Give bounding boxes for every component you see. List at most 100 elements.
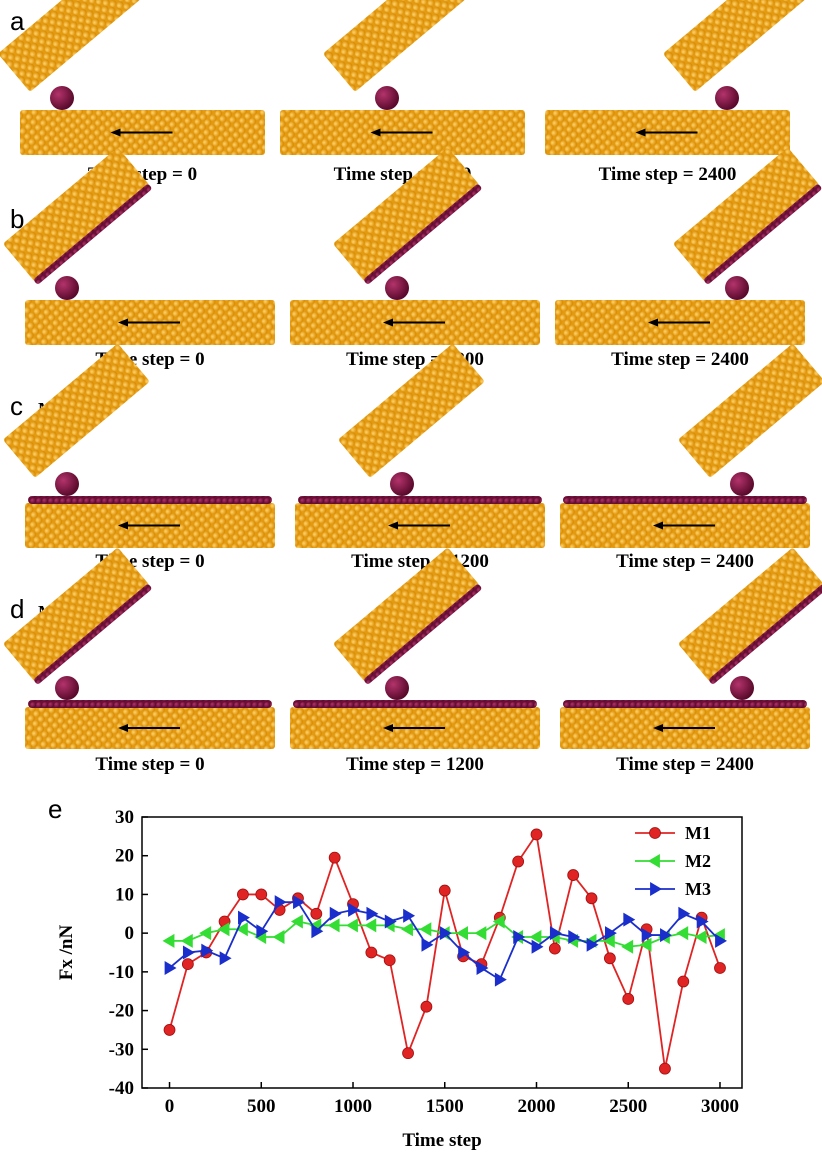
data-point xyxy=(217,922,230,937)
data-point xyxy=(641,928,654,943)
data-point xyxy=(512,855,525,868)
data-point xyxy=(219,951,232,966)
x-axis-label: Time step xyxy=(402,1130,481,1151)
caption: Time step = 2400 xyxy=(616,551,754,572)
data-point xyxy=(513,930,526,945)
data-point xyxy=(328,851,341,864)
x-tick-label: 2000 xyxy=(517,1096,555,1117)
data-point xyxy=(293,895,305,910)
data-point xyxy=(235,922,248,937)
tip-coating xyxy=(704,184,822,284)
data-point xyxy=(180,933,193,948)
legend-label: M1 xyxy=(685,823,711,843)
data-point xyxy=(492,914,505,929)
tip-body xyxy=(4,548,149,681)
tip-coating xyxy=(709,584,822,684)
y-tick-label: 10 xyxy=(115,884,134,905)
tip xyxy=(334,548,482,684)
tip-body xyxy=(0,0,144,91)
data-point xyxy=(660,928,672,943)
series-line xyxy=(168,901,721,981)
particle xyxy=(50,86,74,110)
arrow-head xyxy=(648,318,658,327)
data-point xyxy=(364,918,377,933)
legend-label: M3 xyxy=(685,879,711,899)
panel-label: b xyxy=(10,204,24,234)
x-tick-label: 1500 xyxy=(426,1096,464,1117)
tip-coating xyxy=(34,184,152,284)
caption: Time step = 2400 xyxy=(611,349,749,370)
data-point xyxy=(604,926,617,941)
snapshots: a Time step = 0 Time step = 1200 Time step … xyxy=(0,0,822,775)
arrow-head xyxy=(635,128,646,137)
arrow-head xyxy=(370,128,381,137)
caption: Time step = 1200 xyxy=(346,754,484,775)
data-point xyxy=(586,937,599,952)
y-axis-label: Fx /nN xyxy=(56,925,77,981)
arrow-head xyxy=(110,128,121,137)
tip-coating xyxy=(364,184,482,284)
tip xyxy=(4,148,152,284)
x-tick-label: 0 xyxy=(165,1096,175,1117)
particle xyxy=(730,676,754,700)
arrow-head xyxy=(653,724,663,732)
tip-body xyxy=(674,148,819,281)
data-point xyxy=(530,828,543,841)
legend-marker xyxy=(650,882,662,896)
caption: Time step = 1200 xyxy=(351,551,489,572)
tip-body xyxy=(679,344,822,477)
data-point xyxy=(621,939,634,954)
x-tick-label: 3000 xyxy=(701,1096,739,1117)
data-point xyxy=(529,930,542,945)
data-point xyxy=(676,926,689,941)
legend-marker xyxy=(648,854,660,868)
tip xyxy=(4,548,152,684)
coating xyxy=(28,496,272,504)
tip-body xyxy=(334,148,479,281)
data-point xyxy=(474,926,487,941)
data-point xyxy=(456,926,469,941)
arrow-head xyxy=(118,318,128,327)
tip xyxy=(674,148,822,284)
data-point xyxy=(201,943,214,958)
particle xyxy=(55,676,79,700)
series-line xyxy=(168,832,721,1069)
data-point xyxy=(199,926,212,941)
tip xyxy=(679,548,822,684)
tip-body xyxy=(324,0,469,91)
data-point xyxy=(623,912,636,927)
particle xyxy=(385,676,409,700)
data-point xyxy=(255,888,268,901)
particle xyxy=(55,276,79,300)
arrow-head xyxy=(653,521,663,530)
data-point xyxy=(439,926,452,941)
data-point xyxy=(603,952,616,965)
data-point xyxy=(421,937,434,952)
data-point xyxy=(403,908,416,923)
y-tick-label: -10 xyxy=(109,962,134,983)
data-point xyxy=(366,906,379,921)
data-point xyxy=(311,924,324,939)
data-point xyxy=(548,942,561,955)
data-point xyxy=(181,958,194,971)
data-point xyxy=(694,930,707,945)
panel-label: e xyxy=(48,794,62,824)
particle xyxy=(385,276,409,300)
particle xyxy=(390,472,414,496)
data-point xyxy=(401,922,413,937)
arrow-head xyxy=(118,724,128,732)
arrow-head xyxy=(118,521,128,530)
tip-body xyxy=(4,148,149,281)
data-point xyxy=(714,962,726,974)
legend-label: M2 xyxy=(685,851,711,871)
data-point xyxy=(419,922,432,937)
data-point xyxy=(182,945,195,960)
data-point xyxy=(677,975,690,988)
tip xyxy=(679,344,822,477)
data-point xyxy=(272,930,285,945)
data-point xyxy=(639,937,652,952)
data-point xyxy=(567,869,580,881)
coating xyxy=(563,700,807,708)
data-point xyxy=(327,918,340,933)
